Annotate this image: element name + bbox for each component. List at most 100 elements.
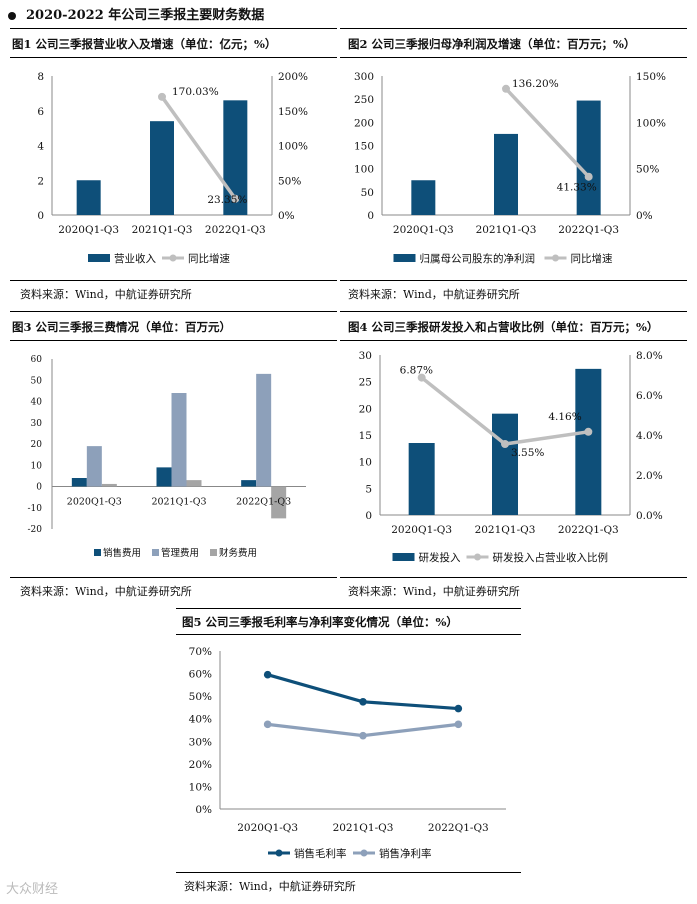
- fig1-left-tick: 2: [37, 175, 44, 187]
- fig1-legend-marker-1: [169, 254, 177, 262]
- fig4-x-tick: 2020Q1-Q3: [391, 524, 452, 536]
- fig3-title: 图3 公司三季报三费情况（单位：百万元）: [12, 320, 232, 334]
- fig3-legend-label-1: 管理费用: [161, 547, 199, 559]
- fig1-right-tick: 0%: [278, 210, 295, 222]
- bullet-icon: [8, 11, 16, 20]
- fig4-data-label: 6.87%: [400, 365, 433, 377]
- fig3-bar-2: [101, 483, 117, 487]
- fig5-y-tick: 0%: [195, 804, 212, 816]
- fig4-top-rule: [340, 311, 687, 312]
- fig2-source: 资料来源：Wind，中航证券研究所: [348, 288, 520, 301]
- fig2-line-point: [584, 172, 593, 181]
- fig2-title-rule: [340, 57, 687, 58]
- fig3-top-rule: [10, 311, 337, 312]
- fig1-right-tick: 100%: [278, 141, 308, 153]
- fig5-legend-marker-1: [360, 849, 368, 857]
- fig3-bar-1: [86, 446, 102, 487]
- fig1-line-point: [158, 92, 166, 101]
- fig3-y-tick: 50: [31, 376, 43, 386]
- fig2-left-tick: 50: [361, 187, 374, 199]
- fig1-line-point: [231, 194, 240, 203]
- fig2-left-tick: 200: [354, 117, 374, 129]
- fig5-series-point-1: [359, 731, 367, 740]
- fig5-y-tick: 20%: [189, 759, 212, 771]
- fig5-legend-marker-0: [275, 849, 283, 857]
- fig3-bar-1: [256, 373, 272, 487]
- fig4-bar: [492, 413, 518, 515]
- fig5-series-point-0: [454, 704, 463, 713]
- fig4-right-tick: 2.0%: [636, 470, 663, 482]
- fig3-legend-swatch-0: [94, 549, 101, 556]
- fig4-x-tick: 2022Q1-Q3: [558, 524, 619, 536]
- fig1-x-tick: 2021Q1-Q3: [132, 224, 193, 236]
- fig1-data-label: 23.35%: [207, 194, 247, 206]
- fig5-title-rule: [176, 634, 521, 635]
- fig5-y-tick: 40%: [189, 714, 212, 726]
- fig3-legend-swatch-1: [152, 549, 159, 556]
- fig3-x-tick: 2021Q1-Q3: [151, 497, 206, 508]
- fig3-chart: -20 -10 0 10 20 30 40 50 60 2020Q1-Q3 2021Q1-Q3 202…: [28, 355, 306, 559]
- fig4-data-label: 3.55%: [511, 447, 544, 459]
- fig3-bar-0: [156, 467, 172, 487]
- fig5-legend-label-1: 销售净利率: [379, 847, 432, 860]
- fig2-bar: [576, 100, 601, 215]
- fig4-line-point: [584, 427, 593, 436]
- fig5-series-point-0: [359, 697, 367, 706]
- fig1-legend-swatch-0: [88, 254, 110, 262]
- fig4-left-tick: 0: [365, 510, 372, 522]
- fig2-line: [504, 87, 590, 178]
- fig4-source-rule: [340, 577, 687, 578]
- fig5-y-tick: 10%: [189, 781, 212, 793]
- fig2-legend-swatch-0: [393, 254, 416, 262]
- fig1-right-tick: 150%: [278, 106, 308, 118]
- fig2-bar: [494, 133, 518, 215]
- fig4-right-tick: 6.0%: [636, 390, 663, 402]
- fig4-source: 资料来源：Wind，中航证券研究所: [348, 585, 520, 598]
- fig4-line-point: [501, 440, 509, 448]
- fig3-y-tick: 30: [31, 419, 43, 429]
- fig5-y-tick: 50%: [189, 691, 212, 703]
- fig5-y-tick: 30%: [189, 736, 212, 748]
- fig5-x-tick: 2021Q1-Q3: [333, 822, 394, 834]
- fig3-source-rule: [10, 577, 337, 578]
- fig3-bar-2: [271, 486, 287, 519]
- fig3-legend-label-0: 销售费用: [103, 547, 141, 559]
- fig2-left-tick: 300: [354, 71, 374, 83]
- section-title: 2020-2022 年公司三季报主要财务数据: [8, 4, 264, 23]
- fig1-line: [160, 95, 237, 200]
- fig3-y-tick: 20: [31, 440, 43, 450]
- fig1-source: 资料来源：Wind，中航证券研究所: [20, 288, 192, 301]
- fig2-legend-marker-1: [552, 254, 559, 262]
- fig2-right-tick: 50%: [636, 164, 659, 176]
- fig3-y-tick: 40: [31, 398, 43, 408]
- fig4-left-tick: 25: [359, 377, 372, 389]
- fig3-x-tick: 2022Q1-Q3: [236, 497, 291, 508]
- fig2-top-rule: [340, 28, 687, 29]
- fig1-source-rule: [10, 280, 337, 281]
- fig4-data-label: 4.16%: [548, 411, 581, 423]
- fig4-bar: [575, 368, 602, 515]
- fig1-right-tick: 50%: [278, 175, 301, 187]
- fig2-data-label: 41.33%: [557, 182, 597, 194]
- fig2-data-label: 136.20%: [512, 78, 559, 90]
- fig2-left-tick: 0: [367, 210, 374, 222]
- fig5-series-point-1: [263, 720, 272, 729]
- fig4-left-tick: 20: [359, 403, 372, 415]
- fig3-y-tick: 0: [36, 483, 42, 493]
- fig2-x-tick: 2021Q1-Q3: [476, 224, 537, 236]
- fig5-y-tick: 70%: [189, 646, 212, 658]
- fig4-chart: 0 5 10 15 20 25 30 0.0% 2.0% 4.0% 6.0% 8.0% 2020Q1-Q…: [359, 350, 663, 564]
- fig2-right-tick: 0%: [636, 210, 653, 222]
- fig1-legend-label-1: 同比增速: [188, 252, 230, 265]
- fig4-left-tick: 15: [359, 430, 372, 442]
- fig3-bar-2: [186, 480, 202, 487]
- fig1-left-tick: 6: [37, 106, 44, 118]
- fig1-title-rule: [10, 57, 337, 58]
- fig1-title: 图1 公司三季报营业收入及增速（单位：亿元；%）: [12, 37, 277, 51]
- fig2-left-tick: 250: [354, 94, 374, 106]
- fig4-left-tick: 5: [365, 483, 372, 495]
- fig1-bar: [76, 180, 101, 215]
- fig2-x-tick: 2022Q1-Q3: [558, 224, 619, 236]
- fig3-title-rule: [10, 340, 337, 341]
- fig4-title: 图4 公司三季报研发投入和占营收比例（单位：百万元；%）: [348, 320, 659, 334]
